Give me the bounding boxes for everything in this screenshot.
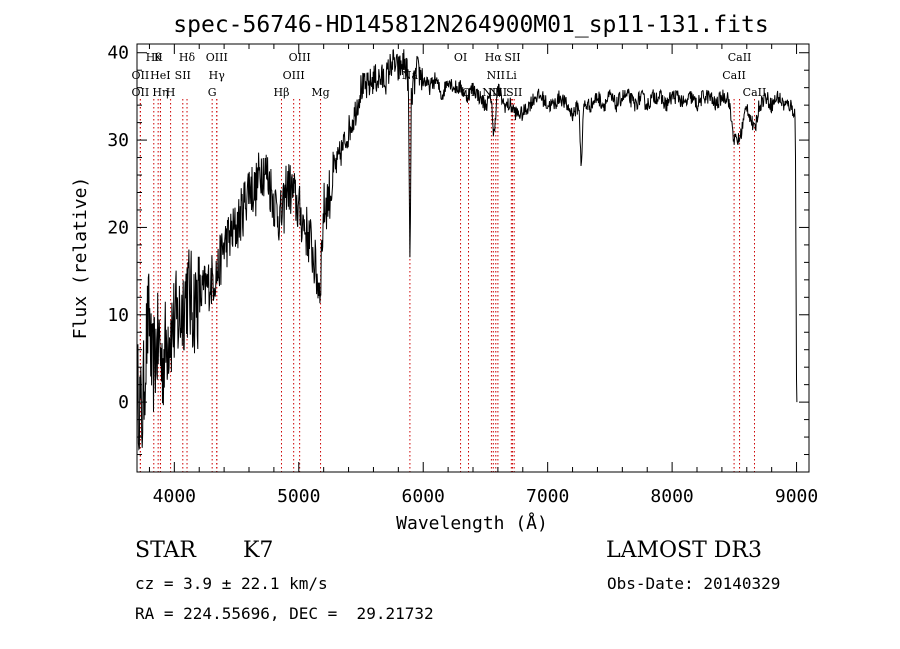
line-marker-label: HeI	[150, 69, 170, 82]
line-marker-label: Hβ	[274, 86, 290, 99]
object-class: STAR	[135, 538, 196, 563]
line-marker-label: CaII	[743, 86, 767, 99]
y-tick-label: 10	[107, 305, 129, 326]
line-marker-label: SII	[504, 51, 520, 64]
line-marker-label: CaII	[728, 51, 752, 64]
line-marker-label: SII	[175, 69, 191, 82]
spectrum-line-layer	[136, 49, 798, 451]
line-marker-label: OI	[454, 51, 467, 64]
line-marker-label: Hγ	[209, 69, 226, 82]
y-axis-label: Flux (relative)	[70, 177, 91, 340]
spectrum-line	[136, 49, 798, 451]
y-tick-label: 30	[107, 130, 129, 151]
line-marker-label: CaII	[722, 69, 746, 82]
line-marker-label: OII	[132, 69, 150, 82]
x-tick-label: 7000	[526, 486, 569, 507]
line-marker-label: H	[166, 86, 176, 99]
observation-date: Obs-Date: 20140329	[607, 574, 781, 593]
chart-title: spec-56746-HD145812N264900M01_sp11-131.f…	[173, 12, 768, 38]
y-tick-label: 0	[118, 392, 129, 413]
line-marker-label: G	[208, 86, 217, 99]
line-marker-label: SII	[506, 86, 522, 99]
x-tick-label: 4000	[153, 486, 196, 507]
line-marker-label: K	[154, 51, 163, 64]
x-axis-label: Wavelength (Å)	[396, 512, 548, 534]
y-tick-label: 20	[107, 217, 129, 238]
line-marker-label: OII	[132, 86, 150, 99]
line-marker-label: Hδ	[179, 51, 196, 64]
object-subclass: K7	[243, 538, 274, 563]
line-marker-label: Li	[506, 69, 517, 82]
line-marker-label: NII	[489, 86, 507, 99]
line-marker-label: NII	[482, 86, 500, 99]
line-marker-label: Mg	[311, 86, 329, 99]
line-marker-label: OIII	[283, 69, 305, 82]
survey-name: LAMOST DR3	[606, 538, 762, 563]
plot-frame	[136, 43, 810, 473]
line-marker-label: Hθ	[146, 51, 163, 64]
line-marker-label: Hη	[152, 86, 168, 99]
line-marker-label: Hα	[485, 51, 503, 64]
line-marker-label: NII	[487, 69, 505, 82]
line-marker-label: OIII	[206, 51, 228, 64]
x-tick-label: 6000	[402, 486, 445, 507]
coordinates: RA = 224.55696, DEC = 29.21732	[135, 604, 434, 623]
axes: 4000 5000 6000 7000 8000 9000 0 10 20 30 40	[107, 43, 818, 507]
line-marker-label: OIII	[289, 51, 311, 64]
x-tick-label: 5000	[277, 486, 320, 507]
x-tick-label: 8000	[650, 486, 693, 507]
x-tick-label: 9000	[775, 486, 818, 507]
y-tick-label: 40	[107, 43, 129, 64]
redshift-velocity: cz = 3.9 ± 22.1 km/s	[135, 574, 328, 593]
